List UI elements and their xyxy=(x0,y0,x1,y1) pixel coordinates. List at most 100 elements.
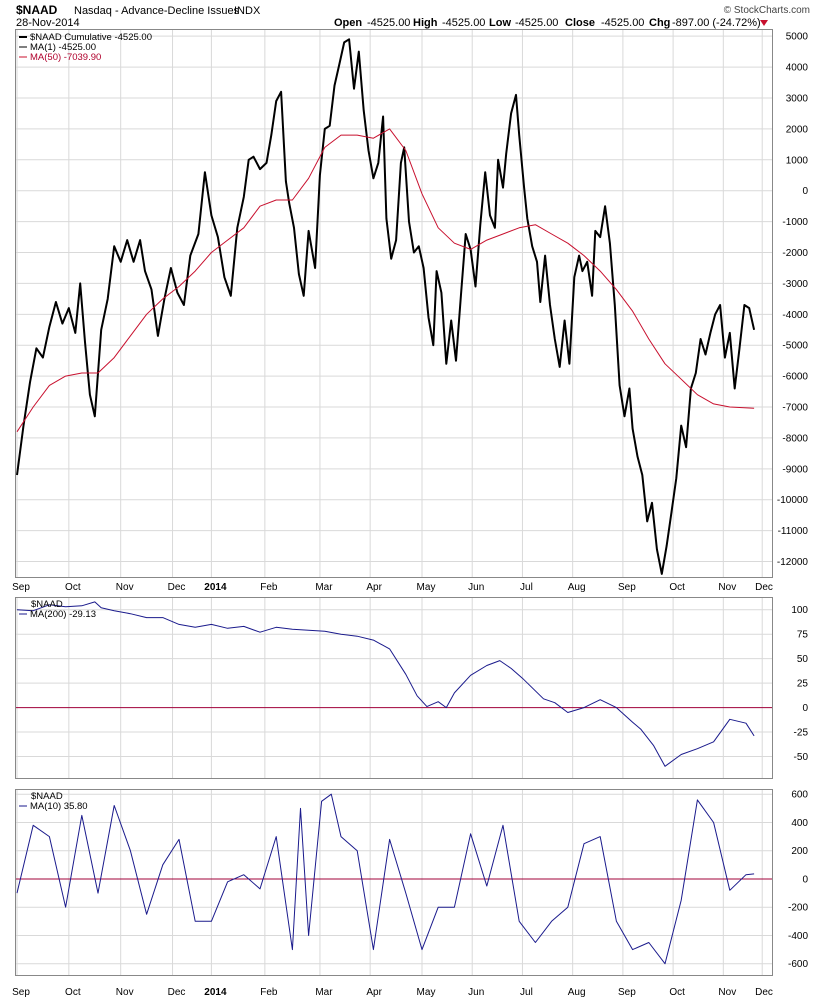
y-tick-label: -12000 xyxy=(777,557,809,568)
open-value: -4525.00 xyxy=(367,17,410,29)
x-tick-label: Oct xyxy=(669,987,685,998)
x-tick-label: Dec xyxy=(168,582,186,593)
y-tick-label: 25 xyxy=(797,679,809,690)
legend-ma200: MA(200) -29.13 xyxy=(30,609,96,620)
x-tick-label: Jul xyxy=(520,582,533,593)
y-tick-label: 0 xyxy=(802,703,808,714)
x-tick-label: Aug xyxy=(568,987,586,998)
open-label: Open xyxy=(334,17,362,29)
ma200-legend: $NAAD MA(200) -29.13 xyxy=(19,599,96,620)
y-tick-label: -50 xyxy=(794,752,809,763)
ma10-panel-frame xyxy=(15,789,773,976)
x-tick-label: Nov xyxy=(116,582,134,593)
y-tick-label: 3000 xyxy=(786,93,809,104)
x-tick-label: Apr xyxy=(366,987,382,998)
y-tick-label: 4000 xyxy=(786,63,809,74)
y-tick-label: -6000 xyxy=(782,372,808,383)
x-tick-label: Oct xyxy=(669,582,685,593)
high-label: High xyxy=(413,17,438,29)
x-tick-label: May xyxy=(417,582,436,593)
x-tick-label: Feb xyxy=(260,987,278,998)
x-tick-label: Dec xyxy=(168,987,186,998)
y-tick-label: 400 xyxy=(791,818,808,829)
main-legend: $NAAD Cumulative -4525.00 MA(1) -4525.00… xyxy=(19,32,152,63)
chg-label: Chg xyxy=(649,17,670,29)
y-tick-label: 1000 xyxy=(786,155,809,166)
x-tick-labels: Sep Oct Nov Dec 2014 Feb Mar Apr May Jun Jul Aug Sep… xyxy=(12,582,773,998)
x-tick-label: Sep xyxy=(12,582,30,593)
brand-watermark: © StockCharts.com xyxy=(724,5,810,16)
series-line-ma-200-29-13 xyxy=(16,601,755,767)
y-tick-label: -4000 xyxy=(782,310,808,321)
chg-value: -897.00 (-24.72%) xyxy=(672,17,761,29)
symbol-description: Nasdaq - Advance-Decline Issues xyxy=(74,5,240,17)
ma200-panel-frame xyxy=(15,597,773,779)
x-tick-label: 2014 xyxy=(204,582,227,593)
y-tick-label: -600 xyxy=(788,959,808,970)
x-tick-label: Apr xyxy=(366,582,382,593)
legend-ma200-symbol: $NAAD xyxy=(31,599,63,610)
x-tick-label: Sep xyxy=(618,987,636,998)
y-tick-label: -10000 xyxy=(777,495,809,506)
low-value: -4525.00 xyxy=(515,17,558,29)
y-tick-label: 75 xyxy=(797,630,809,641)
legend-ma50: MA(50) -7039.90 xyxy=(30,52,101,63)
legend-ma10: MA(10) 35.80 xyxy=(30,801,88,812)
x-tick-label: Aug xyxy=(568,582,586,593)
series-line-ma-50-7039-90 xyxy=(16,128,755,433)
y-tick-label: 50 xyxy=(797,654,809,665)
legend-ma10-symbol: $NAAD xyxy=(31,791,63,802)
main-panel-frame xyxy=(15,29,773,578)
low-label: Low xyxy=(489,17,511,29)
series-lines xyxy=(16,38,756,965)
x-tick-label: Sep xyxy=(618,582,636,593)
series-line-ma-1-4525-00 xyxy=(16,38,756,575)
x-tick-label: Nov xyxy=(116,987,134,998)
x-tick-label: Mar xyxy=(315,582,333,593)
x-tick-label: Jun xyxy=(468,987,484,998)
x-tick-label: Sep xyxy=(12,987,30,998)
x-tick-label: Mar xyxy=(315,987,333,998)
down-arrow-icon xyxy=(760,20,768,26)
x-tick-label: Nov xyxy=(718,582,736,593)
y-tick-label: 2000 xyxy=(786,124,809,135)
y-tick-label: -3000 xyxy=(782,279,808,290)
x-tick-label: Jun xyxy=(468,582,484,593)
close-value: -4525.00 xyxy=(601,17,644,29)
x-tick-label: Dec xyxy=(755,987,773,998)
x-tick-label: Oct xyxy=(65,987,81,998)
grid-lines xyxy=(16,30,772,975)
y-tick-label: 100 xyxy=(791,605,808,616)
y-tick-label: 0 xyxy=(802,186,808,197)
chart-date: 28-Nov-2014 xyxy=(16,17,80,29)
x-tick-label: May xyxy=(417,987,436,998)
y-tick-label: -400 xyxy=(788,931,808,942)
y-tick-label: -9000 xyxy=(782,464,808,475)
y-tick-label: 5000 xyxy=(786,32,809,43)
legend-cumulative: $NAAD Cumulative -4525.00 xyxy=(30,32,152,43)
y-tick-label: -7000 xyxy=(782,403,808,414)
exchange-label: INDX xyxy=(234,5,261,17)
symbol-title: $NAAD xyxy=(16,3,58,17)
close-label: Close xyxy=(565,17,595,29)
x-tick-label: 2014 xyxy=(204,987,227,998)
x-tick-label: Feb xyxy=(260,582,278,593)
y-tick-label: -200 xyxy=(788,903,808,914)
series-line-ma-10-35-80 xyxy=(16,793,755,965)
y-tick-label: -11000 xyxy=(778,526,809,537)
y-tick-label: -2000 xyxy=(782,248,808,259)
y-tick-labels: 500040003000200010000-1000-2000-3000-400… xyxy=(777,32,809,971)
x-tick-label: Nov xyxy=(718,987,736,998)
ma10-legend: $NAAD MA(10) 35.80 xyxy=(19,791,88,812)
y-tick-label: -25 xyxy=(794,728,809,739)
x-tick-label: Jul xyxy=(520,987,533,998)
y-tick-label: 600 xyxy=(791,790,808,801)
x-tick-label: Oct xyxy=(65,582,81,593)
y-tick-label: -1000 xyxy=(782,217,808,228)
y-tick-label: -5000 xyxy=(782,341,808,352)
legend-ma1: MA(1) -4525.00 xyxy=(30,42,96,53)
y-tick-label: 0 xyxy=(802,874,808,885)
x-tick-label: Dec xyxy=(755,582,773,593)
high-value: -4525.00 xyxy=(442,17,485,29)
